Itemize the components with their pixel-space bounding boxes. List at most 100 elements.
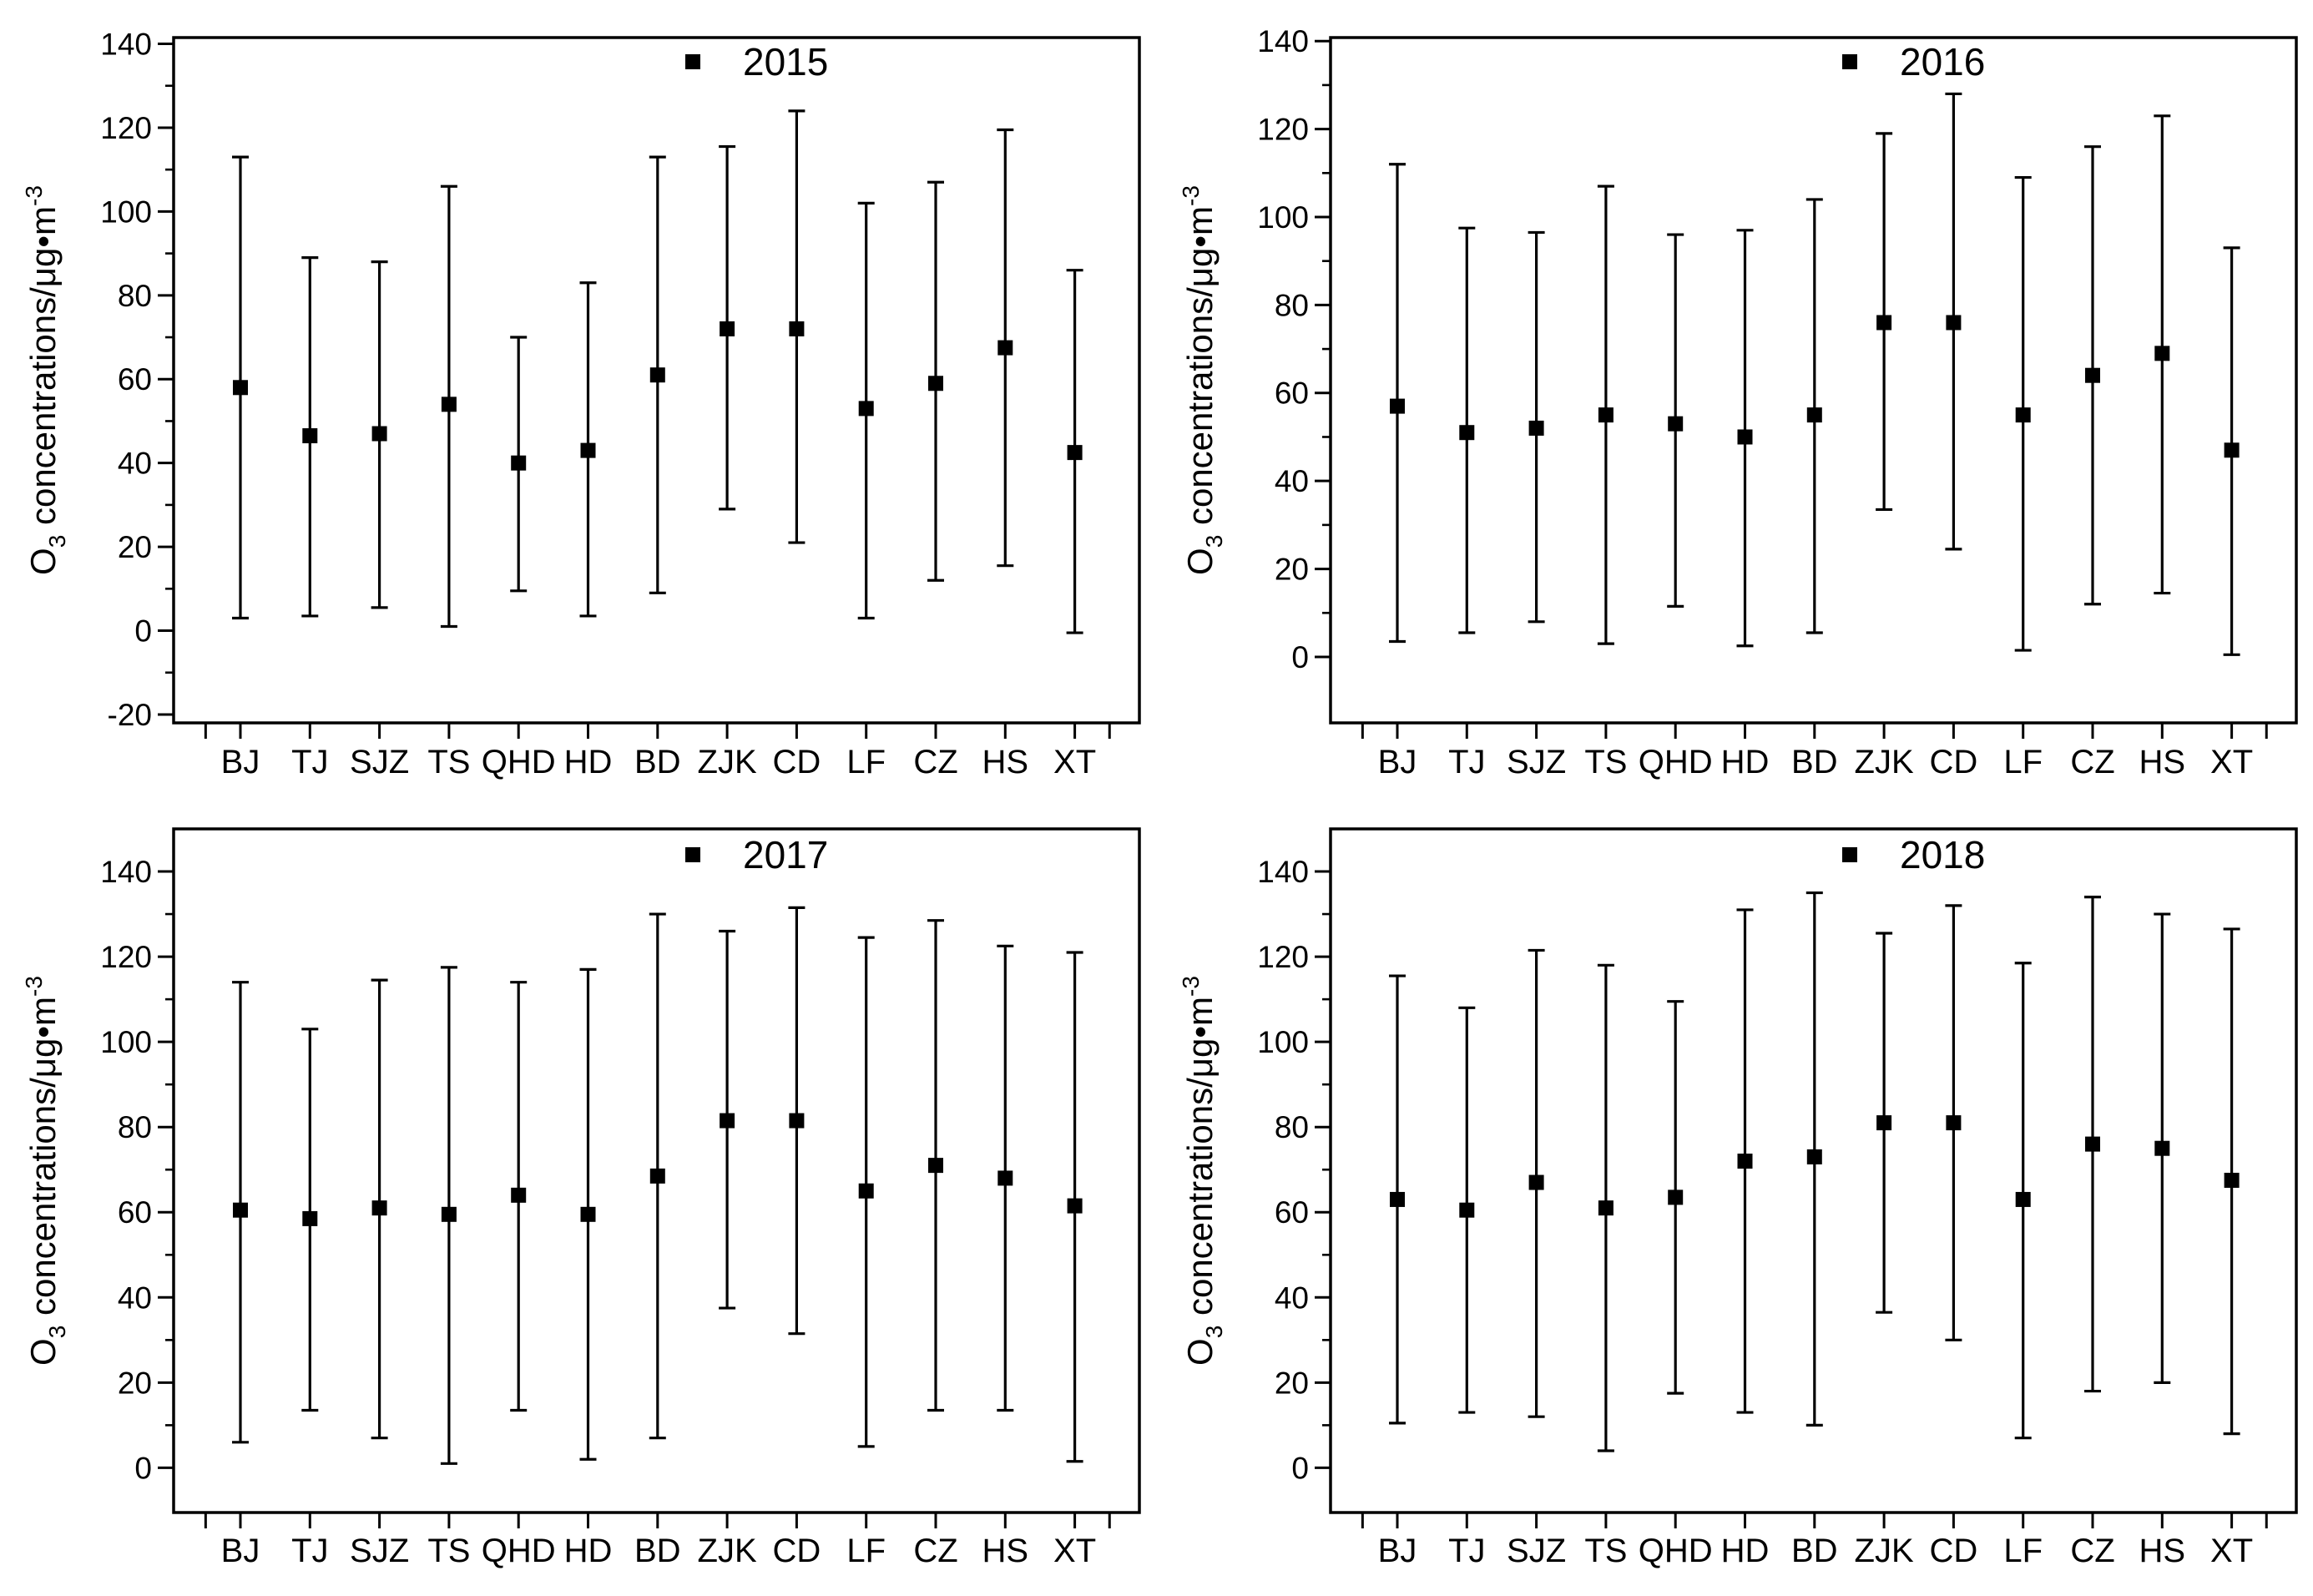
marker-QHD <box>511 455 527 471</box>
x-tick-label-TJ: TJ <box>1448 1533 1485 1569</box>
y-tick-label: 140 <box>1257 24 1309 58</box>
marker-SJZ <box>1528 420 1544 436</box>
y-axis-title: O3 concentrations/μg•m-3 <box>21 976 70 1366</box>
x-tick-label-QHD: QHD <box>482 1533 556 1569</box>
marker-HD <box>1737 429 1752 445</box>
x-tick-label-QHD: QHD <box>1638 744 1712 780</box>
marker-BJ <box>1389 398 1405 414</box>
legend-square-marker-icon <box>685 847 700 862</box>
x-tick-label-ZJK: ZJK <box>698 1533 757 1569</box>
x-tick-label-CZ: CZ <box>2070 1533 2114 1569</box>
marker-BD <box>649 1168 665 1184</box>
marker-TS <box>441 396 457 412</box>
marker-LF <box>2015 407 2031 423</box>
marker-ZJK <box>1876 1115 1891 1131</box>
marker-TJ <box>1458 425 1474 441</box>
x-tick-label-LF: LF <box>2003 744 2043 780</box>
marker-HS <box>997 340 1013 356</box>
x-tick-label-CD: CD <box>1929 744 1977 780</box>
x-tick-label-TS: TS <box>1584 1533 1627 1569</box>
y-tick-label: 20 <box>118 530 152 564</box>
y-axis: 0 20 40 60 80 100 120 140 <box>100 855 174 1485</box>
chart-panel-top-left: -20 0 20 40 60 80 100 120 140 BJ TJ SJZ TS QHD HD BD ZJK… <box>0 0 1157 798</box>
y-tick-label: 120 <box>1257 113 1309 147</box>
y-axis-title: O3 concentrations/μg•m-3 <box>1178 185 1227 575</box>
x-tick-label-TJ: TJ <box>291 1533 328 1569</box>
x-tick-label-HD: HD <box>564 744 613 780</box>
x-tick-label-HS: HS <box>982 744 1029 780</box>
y-tick-label: 0 <box>1291 1451 1309 1485</box>
marker-CZ <box>928 1158 943 1174</box>
marker-CD <box>789 321 805 336</box>
marker-CZ <box>2084 367 2100 383</box>
x-tick-label-ZJK: ZJK <box>698 744 757 780</box>
x-tick-label-HD: HD <box>564 1533 613 1569</box>
marker-HS <box>2154 346 2169 361</box>
x-tick-label-BD: BD <box>634 744 681 780</box>
marker-SJZ <box>371 426 387 442</box>
x-tick-label-BJ: BJ <box>1377 1533 1417 1569</box>
marker-XT <box>1067 445 1083 461</box>
marker-XT <box>1067 1198 1083 1214</box>
x-tick-label-BJ: BJ <box>221 744 260 780</box>
x-tick-label-HS: HS <box>2139 744 2185 780</box>
y-tick-label: 40 <box>118 1280 152 1315</box>
x-tick-label-TJ: TJ <box>1448 744 1485 780</box>
marker-XT <box>2224 1172 2240 1188</box>
marker-CZ <box>928 376 943 391</box>
marker-QHD <box>1667 416 1683 432</box>
x-tick-label-CD: CD <box>773 744 821 780</box>
x-tick-label-TS: TS <box>1584 744 1627 780</box>
y-tick-label: 20 <box>118 1366 152 1400</box>
x-axis: BJ TJ SJZ TS QHD HD BD ZJK CD LF CZ HS XT <box>204 1513 1111 1569</box>
marker-QHD <box>511 1187 527 1203</box>
marker-SJZ <box>371 1200 387 1216</box>
chart-panel-bottom-right: 0 20 40 60 80 100 120 140 BJ TJ SJZ TS QHD HD BD ZJK CD L… <box>1157 798 2313 1596</box>
x-tick-label-XT: XT <box>2210 744 2253 780</box>
x-tick-label-XT: XT <box>1053 1533 1096 1569</box>
x-tick-label-SJZ: SJZ <box>1507 1533 1566 1569</box>
marker-LF <box>858 401 874 417</box>
legend-label: 2015 <box>743 40 828 83</box>
y-tick-label: 60 <box>1274 1195 1308 1230</box>
y-tick-label: 60 <box>118 1195 152 1230</box>
marker-HS <box>997 1170 1013 1186</box>
marker-CD <box>1945 1115 1961 1131</box>
x-tick-label-XT: XT <box>2210 1533 2253 1569</box>
x-tick-label-QHD: QHD <box>482 744 556 780</box>
y-tick-label: 140 <box>100 855 152 889</box>
x-tick-label-XT: XT <box>1053 744 1096 780</box>
legend-label: 2018 <box>1900 833 1985 876</box>
x-tick-label-BJ: BJ <box>1377 744 1417 780</box>
x-tick-label-TS: TS <box>427 744 470 780</box>
y-tick-label: 0 <box>134 614 152 648</box>
x-axis: BJ TJ SJZ TS QHD HD BD ZJK CD LF CZ HS XT <box>1361 1513 2268 1569</box>
marker-BJ <box>233 1202 248 1218</box>
x-tick-label-HS: HS <box>982 1533 1029 1569</box>
errorbar-chart-2: 0 20 40 60 80 100 120 140 BJ TJ SJZ TS QHD HD BD ZJK CD L… <box>1178 24 2298 780</box>
errorbar-chart-3: 0 20 40 60 80 100 120 140 BJ TJ SJZ TS QHD HD BD ZJK CD L… <box>21 827 1141 1569</box>
marker-TJ <box>302 1210 318 1226</box>
y-tick-label: 100 <box>1257 1025 1309 1059</box>
marker-CD <box>1945 315 1961 331</box>
y-tick-label: 20 <box>1274 553 1308 587</box>
errorbar-chart-1: -20 0 20 40 60 80 100 120 140 BJ TJ SJZ TS QHD HD BD ZJK… <box>21 27 1141 780</box>
y-tick-label: 80 <box>1274 288 1308 322</box>
x-tick-label-BJ: BJ <box>221 1533 260 1569</box>
y-tick-label: 40 <box>118 447 152 481</box>
y-tick-label: 40 <box>1274 464 1308 498</box>
marker-BJ <box>1389 1191 1405 1207</box>
y-tick-label: 0 <box>134 1451 152 1485</box>
x-axis: BJ TJ SJZ TS QHD HD BD ZJK CD LF CZ HS XT <box>204 723 1111 780</box>
x-tick-label-SJZ: SJZ <box>350 744 409 780</box>
marker-ZJK <box>720 321 735 336</box>
y-tick-label: 20 <box>1274 1366 1308 1400</box>
y-tick-label: 40 <box>1274 1280 1308 1315</box>
marker-HS <box>2154 1140 2169 1156</box>
y-tick-label: 140 <box>100 27 152 61</box>
marker-TJ <box>1458 1202 1474 1218</box>
chart-panel-top-right: 0 20 40 60 80 100 120 140 BJ TJ SJZ TS QHD HD BD ZJK CD L… <box>1157 0 2313 798</box>
x-tick-label-ZJK: ZJK <box>1854 1533 1913 1569</box>
y-axis: 0 20 40 60 80 100 120 140 <box>1257 855 1331 1485</box>
legend-label: 2016 <box>1900 40 1985 83</box>
